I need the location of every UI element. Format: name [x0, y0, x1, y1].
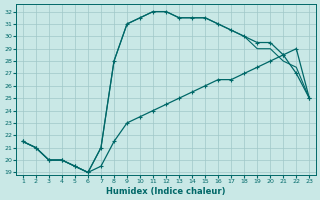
X-axis label: Humidex (Indice chaleur): Humidex (Indice chaleur) — [106, 187, 226, 196]
